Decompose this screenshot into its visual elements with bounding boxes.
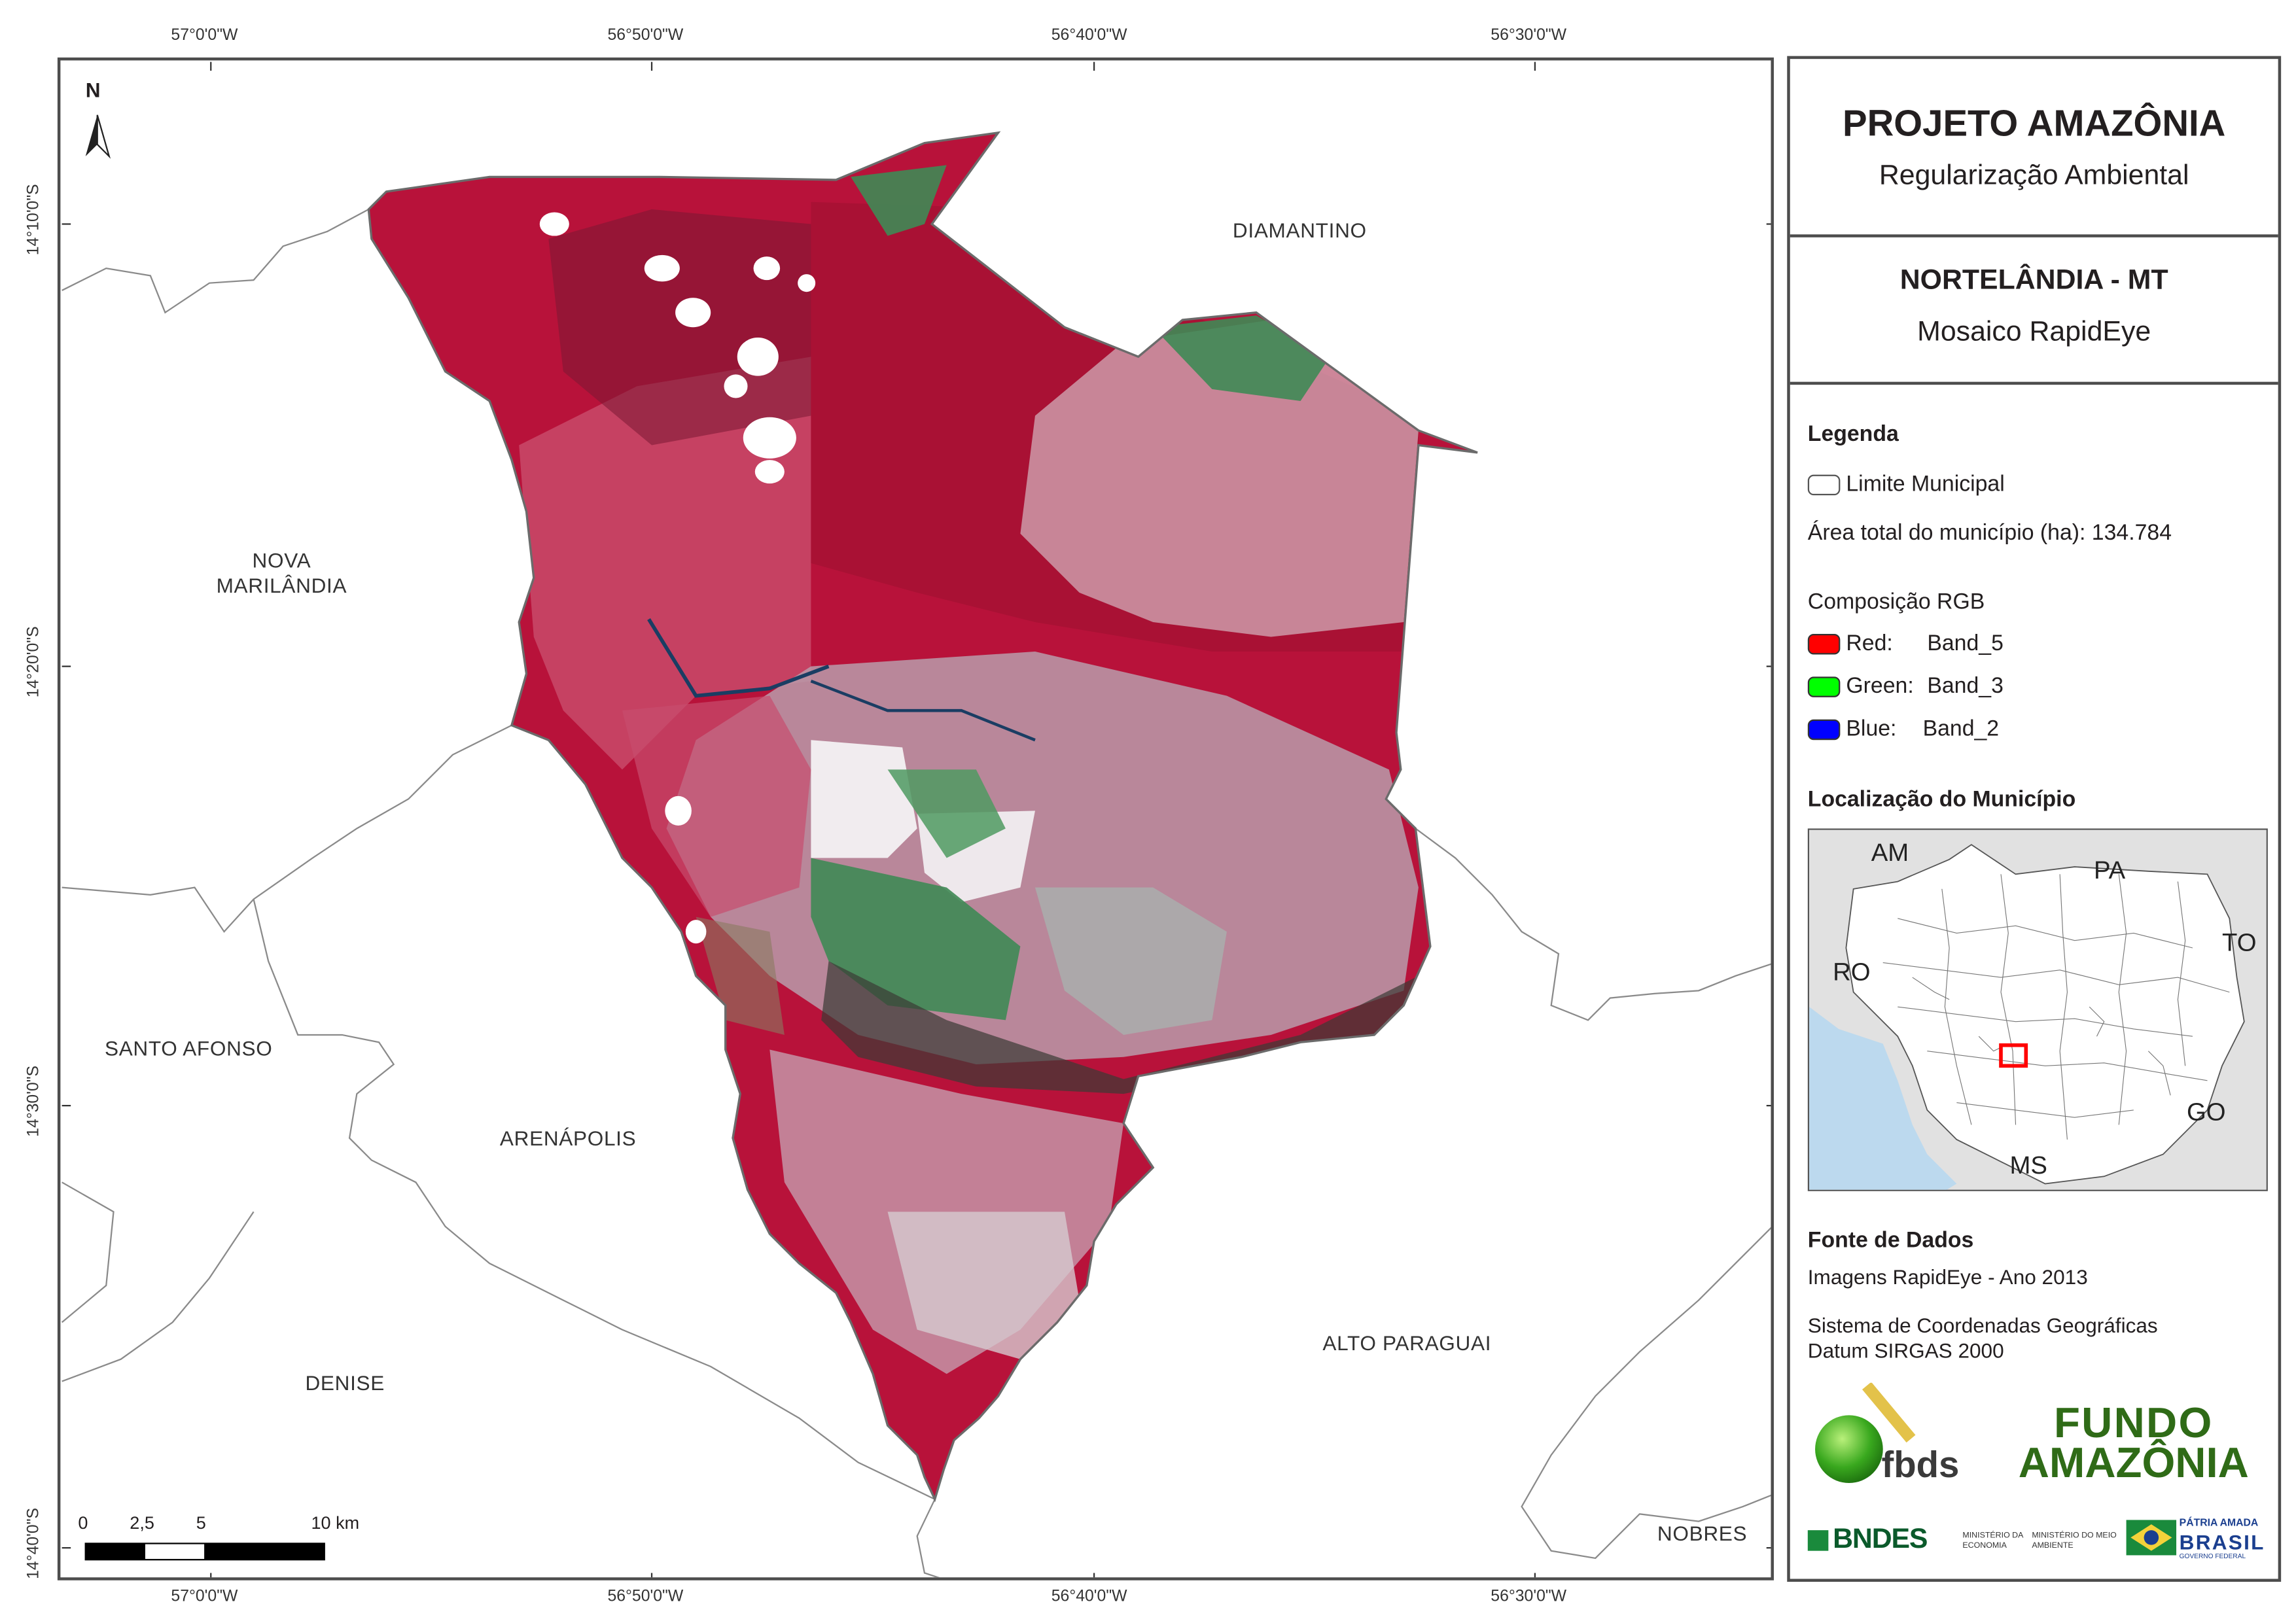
limit-label: Limite Municipal [1846, 472, 2005, 497]
fbds-logo-icon [1815, 1382, 1916, 1484]
ministry-meio-ambiente: MINISTÉRIO DO MEIO AMBIENTE [2032, 1531, 2117, 1551]
red-channel-label: Red: [1846, 631, 1893, 656]
coord-top-56-30: 56°30'0"W [1491, 26, 1567, 44]
municipality-boundary [367, 131, 1478, 1503]
coord-top-56-40: 56°40'0"W [1051, 26, 1127, 44]
fbds-text: fbds [1881, 1444, 1960, 1486]
bndes-logo: BNDES [1833, 1524, 1928, 1556]
town-nova-marilandia-line2: MARILÂNDIA [216, 573, 347, 597]
coord-bottom-56-30: 56°30'0"W [1491, 1588, 1567, 1606]
coord-left-14-30: 14°30'0"S [25, 1065, 43, 1137]
municipality-mosaic [368, 132, 1478, 1499]
project-subtitle: Regularização Ambiental [1879, 160, 2189, 192]
product-name: Mosaico RapidEye [1917, 317, 2151, 348]
blue-band-label: Band_2 [1922, 716, 2000, 742]
green-band-label: Band_3 [1927, 673, 2004, 699]
rgb-title: Composição RGB [1807, 589, 1985, 615]
neighbor-boundaries [61, 209, 1771, 1578]
state-to: TO [2222, 928, 2257, 957]
scale-label-5: 5 [196, 1512, 206, 1533]
scale-label-10km: 10 km [311, 1512, 360, 1533]
coord-left-14-20: 14°20'0"S [25, 626, 43, 698]
red-band-label: Band_5 [1927, 631, 2004, 656]
brasil-text: BRASIL [2179, 1530, 2265, 1554]
fundo-amazonia-line2: AMAZÔNIA [2018, 1440, 2249, 1488]
green-band-swatch-icon [1807, 676, 1841, 697]
municipality-name: NORTELÂNDIA - MT [1899, 265, 2168, 296]
source-imagery: Imagens RapidEye - Ano 2013 [1807, 1265, 2088, 1289]
governo-federal-text: GOVERNO FEDERAL [2179, 1552, 2246, 1560]
town-nova-marilandia-line1: NOVA [252, 548, 311, 572]
scale-bar-graphic [84, 1543, 325, 1561]
coord-bottom-56-50: 56°50'0"W [607, 1588, 684, 1606]
source-crs: Sistema de Coordenadas Geográficas [1807, 1313, 2158, 1337]
fundo-amazonia-line1: FUNDO [2053, 1400, 2214, 1448]
inset-canvas [1809, 829, 2267, 1190]
state-ro: RO [1833, 958, 1871, 986]
town-arenapolis: ARENÁPOLIS [499, 1126, 637, 1150]
legend-title: Legenda [1807, 421, 1899, 447]
state-go: GO [2186, 1098, 2226, 1126]
scale-label-0: 0 [78, 1512, 88, 1533]
brazil-flag-icon [2126, 1520, 2177, 1556]
location-inset-map[interactable]: AM PA TO RO GO MS [1807, 828, 2268, 1191]
town-santo-afonso: SANTO AFONSO [104, 1036, 273, 1060]
town-denise: DENISE [305, 1370, 385, 1395]
coord-left-14-10: 14°10'0"S [25, 184, 43, 256]
coord-top-56-50: 56°50'0"W [607, 26, 684, 44]
green-channel-label: Green: [1846, 673, 1914, 699]
project-title: PROJETO AMAZÔNIA [1843, 103, 2226, 145]
divider [1790, 234, 2278, 237]
municipality-highlight-icon [1999, 1043, 2028, 1068]
fbds-logo: fbds [1808, 1382, 1967, 1486]
divider [1790, 381, 2278, 385]
sources-title: Fonte de Dados [1807, 1228, 1974, 1253]
ministry-economia: MINISTÉRIO DA ECONOMIA [1962, 1531, 2023, 1551]
graticule-ticks [62, 61, 1771, 1578]
state-am: AM [1871, 839, 1909, 867]
north-arrow-icon [85, 114, 111, 159]
limit-swatch-icon [1807, 474, 1841, 496]
town-alto-paraguai: ALTO PARAGUAI [1322, 1331, 1492, 1355]
coord-bottom-56-40: 56°40'0"W [1051, 1588, 1127, 1606]
scale-label-2-5: 2,5 [130, 1512, 154, 1533]
blue-channel-label: Blue: [1846, 716, 1897, 742]
bndes-mark-icon [1807, 1530, 1829, 1551]
coord-top-57-00: 57°0'0"W [171, 26, 238, 44]
state-ms: MS [2009, 1151, 2047, 1179]
north-label: N [85, 78, 101, 102]
state-pa: PA [2093, 856, 2126, 885]
coord-left-14-40: 14°40'0"S [25, 1507, 43, 1579]
map-canvas [61, 61, 1771, 1578]
town-diamantino: DIAMANTINO [1232, 218, 1367, 242]
source-datum: Datum SIRGAS 2000 [1807, 1338, 2004, 1363]
blue-band-swatch-icon [1807, 719, 1841, 741]
legend-panel: PROJETO AMAZÔNIA Regularização Ambiental… [1787, 56, 2282, 1582]
patria-amada-text: PÁTRIA AMADA [2179, 1518, 2259, 1529]
area-label: Área total do município (ha): 134.784 [1807, 520, 2172, 546]
town-nobres: NOBRES [1657, 1521, 1748, 1545]
coord-bottom-57-00: 57°0'0"W [171, 1588, 238, 1606]
red-band-swatch-icon [1807, 634, 1841, 655]
map-frame[interactable]: N DIAMANTINO NOVA MARILÂNDIA SANTO AFONS… [57, 57, 1774, 1580]
location-title: Localização do Município [1807, 787, 2076, 812]
